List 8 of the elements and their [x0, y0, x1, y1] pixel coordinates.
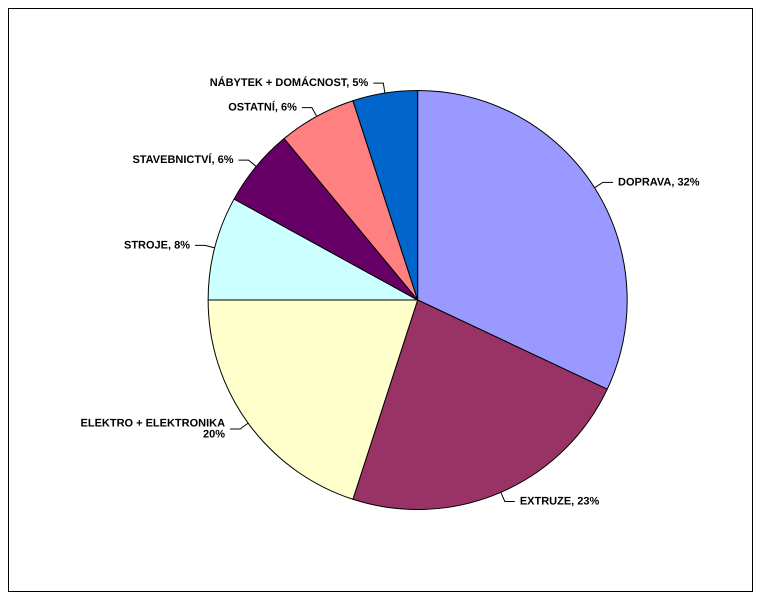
- slice-label: STROJE, 8%: [124, 239, 190, 252]
- slice-label: OSTATNÍ, 6%: [228, 100, 298, 114]
- data-label: 20%: [203, 428, 226, 441]
- slice-label: NÁBYTEK + DOMÁCNOST, 5%: [210, 76, 369, 90]
- slice-label: ELEKTRO + ELEKTRONIKA: [80, 418, 226, 430]
- slice-label: DOPRAVA, 32%: [618, 176, 700, 188]
- slice-label: STAVEBNICTVÍ, 6%: [132, 153, 234, 166]
- slice-label: EXTRUZE, 23%: [520, 495, 600, 508]
